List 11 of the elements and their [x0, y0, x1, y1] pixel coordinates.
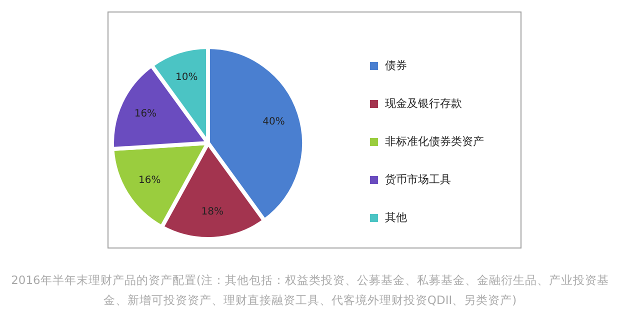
data-label: 16%	[134, 108, 157, 120]
data-label: 18%	[201, 206, 224, 218]
legend-label: 其他	[385, 211, 407, 224]
legend-label: 债券	[385, 59, 407, 72]
legend-label: 货币市场工具	[385, 173, 451, 186]
text: 2016年半年末理财产品的资产配置(注：其他包括：权益类投资、公募基金、私募基金、金融衍生品、产业投资基金、新增可投资资产、理财直接融资工具、代客境外理财投资QDII、另类资产)	[10, 272, 610, 309]
data-label: 10%	[176, 72, 198, 83]
data-label: 40%	[262, 116, 285, 128]
legend-label: 非标准化债券类资产	[385, 135, 484, 148]
data-label: 16%	[138, 174, 161, 186]
legend-label: 现金及银行存款	[385, 97, 462, 110]
